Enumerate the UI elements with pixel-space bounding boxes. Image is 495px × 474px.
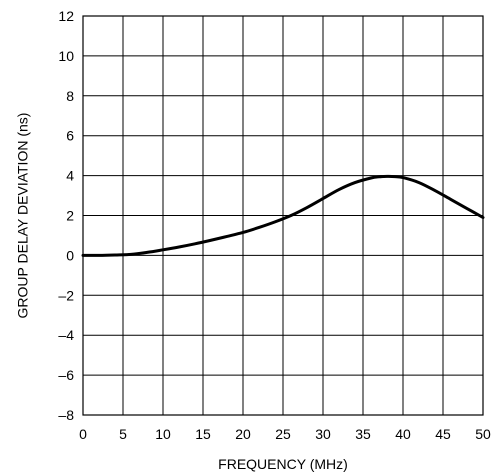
y-axis-label: GROUP DELAY DEVIATION (ns) [15, 113, 31, 319]
x-tick-label: 0 [79, 426, 87, 442]
x-tick-label: 40 [395, 426, 411, 442]
series-line-0 [81, 174, 485, 257]
x-tick-labels: 0 5 10 15 20 25 30 35 40 45 50 [79, 426, 491, 442]
x-tick-label: 20 [235, 426, 251, 442]
x-tick-label: 30 [315, 426, 331, 442]
y-tick-label: 2 [66, 208, 74, 224]
plot-frame [82, 15, 484, 416]
series-layer [81, 174, 485, 257]
y-tick-label: 6 [66, 128, 74, 144]
y-tick-label: 8 [66, 88, 74, 104]
y-tick-label: –8 [58, 407, 74, 423]
y-tick-label: –4 [58, 327, 74, 343]
y-tick-label: –6 [58, 367, 74, 383]
grid [82, 15, 484, 416]
x-tick-label: 25 [275, 426, 291, 442]
x-tick-label: 5 [119, 426, 127, 442]
y-tick-label: 0 [66, 247, 74, 263]
x-tick-label: 45 [435, 426, 451, 442]
y-tick-label: 4 [66, 168, 74, 184]
x-axis-label: FREQUENCY (MHz) [218, 456, 348, 472]
x-tick-label: 35 [355, 426, 371, 442]
y-tick-label: 10 [58, 48, 74, 64]
y-tick-label: 12 [58, 8, 74, 24]
x-tick-label: 50 [475, 426, 491, 442]
x-tick-label: 10 [155, 426, 171, 442]
y-tick-labels: –8 –6 –4 –2 0 2 4 6 8 10 12 [58, 8, 74, 423]
x-tick-label: 15 [195, 426, 211, 442]
y-tick-label: –2 [58, 287, 74, 303]
